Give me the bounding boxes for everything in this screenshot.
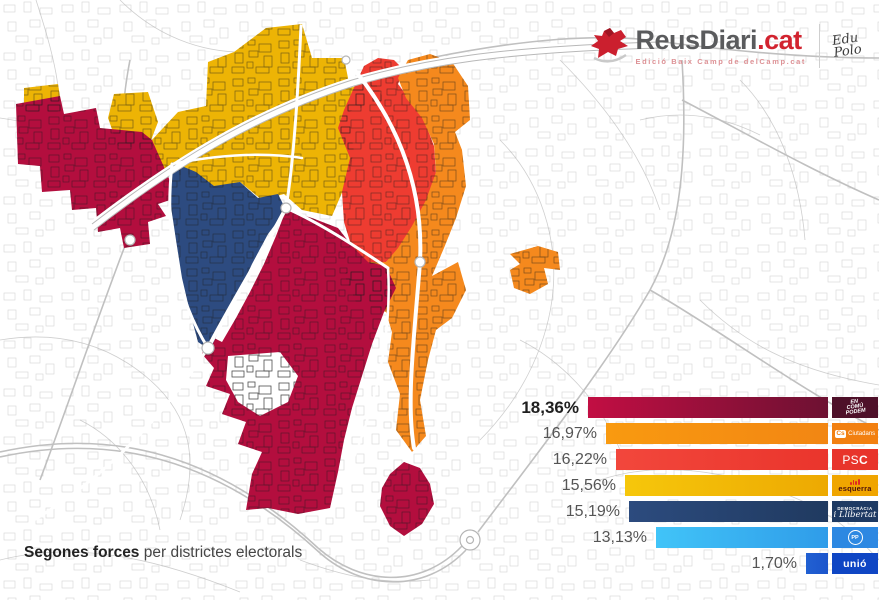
legend: 18,36% EN COMÚ PODEM 16,97% Cs Ciutadans… xyxy=(498,397,878,579)
header-divider xyxy=(818,24,820,68)
percent-label: 18,36% xyxy=(521,397,579,417)
city-streets xyxy=(32,24,423,522)
reusdiari-logo: ReusDiari.cat Edició Baix Camp de delCam… xyxy=(590,24,806,66)
ciutadans-logo: Cs Ciutadans xyxy=(832,423,878,444)
bar-psc xyxy=(616,449,828,470)
reusdiari-logo-icon xyxy=(590,27,628,63)
bar-en-comu-podem xyxy=(588,397,828,418)
legend-row-esquerra: 15,56% esquerra xyxy=(498,475,878,496)
percent-label: 13,13% xyxy=(592,528,647,546)
bar-democracia-i-llibertat xyxy=(629,501,828,522)
legend-row-unio: 1,70% unió xyxy=(498,553,878,574)
caption-regular: per districtes electorals xyxy=(139,544,303,561)
pp-circle-icon: PP xyxy=(847,530,863,545)
legend-row-ciutadans: 16,97% Cs Ciutadans xyxy=(498,423,878,444)
brand-name: ReusDiari.cat xyxy=(635,24,803,55)
percent-label: 15,19% xyxy=(565,502,620,520)
major-roads xyxy=(0,36,879,583)
legend-row-en-comu-podem: 18,36% EN COMÚ PODEM xyxy=(498,397,878,418)
pp-logo: PP xyxy=(832,527,878,548)
bar-pp xyxy=(656,527,828,548)
legend-row-psc: 16,22% PS C xyxy=(498,449,878,470)
esquerra-bars-icon xyxy=(850,479,860,485)
psc-logo: PS C xyxy=(832,449,878,470)
header: ReusDiari.cat Edició Baix Camp de delCam… xyxy=(590,24,863,68)
bar-unio xyxy=(806,553,828,574)
percent-label: 15,56% xyxy=(561,476,616,494)
percent-label: 16,97% xyxy=(542,424,597,442)
percent-label: 16,22% xyxy=(552,450,607,468)
esquerra-logo: esquerra xyxy=(832,475,878,496)
unio-logo: unió xyxy=(832,553,878,574)
author-signature: Edu Polo xyxy=(831,30,863,61)
caption-bold: Segones forces xyxy=(24,544,140,561)
bar-esquerra xyxy=(625,475,828,496)
legend-row-democracia-i-llibertat: 15,19% DEMOCRÀCIA i Llibertat xyxy=(498,501,878,522)
en-comu-podem-logo: EN COMÚ PODEM xyxy=(832,397,878,418)
democracia-i-llibertat-logo: DEMOCRÀCIA i Llibertat xyxy=(832,501,878,522)
roundabouts xyxy=(124,55,481,551)
city-buildings-texture xyxy=(16,24,560,536)
legend-row-pp: 13,13% PP xyxy=(498,527,878,548)
percent-label: 1,70% xyxy=(751,554,797,572)
map-caption: Segones forces per districtes electorals xyxy=(24,544,302,562)
brand-tagline: Edició Baix Camp de delCamp.cat xyxy=(635,56,806,66)
bar-ciutadans xyxy=(606,423,828,444)
